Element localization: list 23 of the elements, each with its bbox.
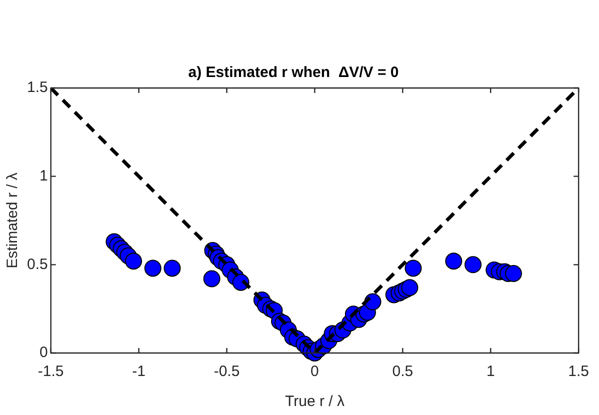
- y-tick-label: 0: [40, 344, 48, 362]
- x-tick-label: 1.5: [568, 363, 590, 380]
- x-tick-label: 1: [486, 363, 495, 380]
- x-axis-title: True r / λ: [284, 393, 345, 410]
- point: [164, 260, 181, 277]
- point: [404, 260, 422, 277]
- y-tick-label: 0.5: [26, 256, 48, 273]
- x-tick-label: 0: [310, 363, 319, 380]
- point: [401, 279, 418, 296]
- x-tick-label: 0.5: [392, 363, 414, 380]
- y-axis-title: Estimated r / λ: [4, 172, 22, 268]
- x-tick-label: -1.5: [38, 363, 64, 380]
- point: [464, 256, 482, 274]
- point: [445, 252, 462, 270]
- chart-title: a) Estimated r when ΔV/V = 0: [188, 64, 399, 82]
- point: [144, 260, 162, 277]
- y-tick-label: 1: [40, 167, 48, 184]
- y-tick-label: 1.5: [26, 79, 48, 96]
- point: [125, 252, 142, 270]
- point: [203, 270, 220, 288]
- x-tick-label: -1: [132, 363, 146, 380]
- point: [504, 265, 522, 282]
- x-tick-label: -0.5: [214, 363, 240, 380]
